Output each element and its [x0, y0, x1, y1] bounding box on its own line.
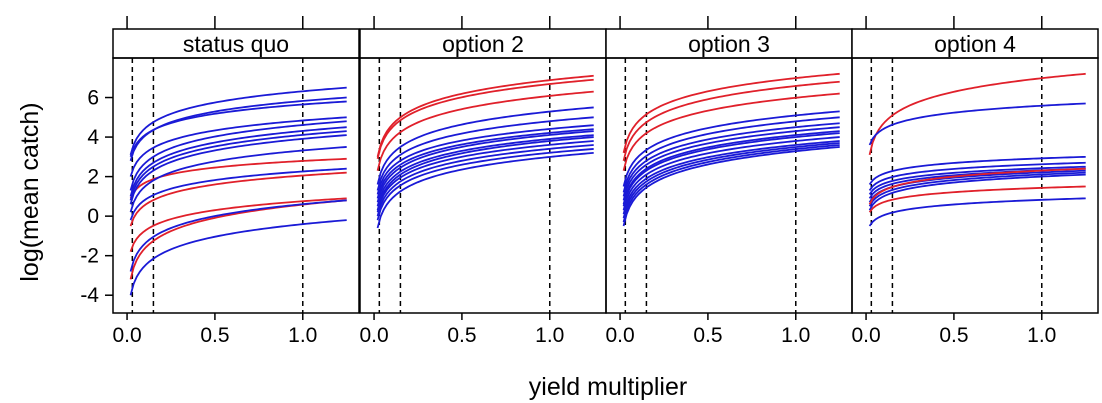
panel-2: option 2	[359, 28, 607, 314]
panel-title: status quo	[183, 31, 289, 57]
panel-frame	[359, 57, 607, 314]
x-tick-label: 0.5	[447, 324, 476, 347]
series-line-blue	[129, 199, 347, 272]
series-line-blue	[868, 161, 1086, 191]
x-tick-label: 1.0	[288, 324, 317, 347]
series-line-blue	[376, 144, 594, 217]
series-line-red	[376, 90, 594, 171]
x-tick-label: 0.5	[200, 324, 229, 347]
x-tick-label: 0.5	[939, 324, 968, 347]
series-line-blue	[376, 106, 594, 185]
x-tick-label: 0.0	[359, 324, 388, 347]
series-line-blue	[622, 140, 840, 215]
series-line-blue	[868, 155, 1086, 186]
y-tick-label: 0	[87, 205, 99, 228]
series-line-blue	[129, 219, 347, 296]
panel-strip	[359, 28, 607, 59]
series-line-blue	[622, 144, 840, 223]
x-tick-label: 0.0	[851, 324, 880, 347]
series-line-red	[376, 74, 594, 158]
series-line-red	[868, 72, 1086, 156]
series-line-blue	[129, 146, 347, 213]
panel-title: option 2	[442, 31, 524, 57]
x-tick-label: 0.5	[693, 324, 722, 347]
y-tick-label: 4	[87, 126, 99, 149]
panel-frame	[851, 57, 1099, 314]
series-line-blue	[868, 171, 1086, 207]
panel-1: status quo	[112, 28, 360, 314]
series-line-blue	[622, 136, 840, 211]
series-line-red	[129, 197, 347, 253]
series-line-blue	[129, 120, 347, 191]
series-line-red	[129, 157, 347, 199]
series-line-blue	[868, 165, 1086, 195]
series-line-blue	[868, 102, 1086, 146]
series-line-blue	[376, 130, 594, 203]
x-tick-label: 0.0	[112, 324, 141, 347]
series-line-blue	[868, 173, 1086, 211]
series-line-blue	[376, 151, 594, 229]
x-tick-label: 0.0	[605, 324, 634, 347]
series-line-red	[376, 78, 594, 160]
panel-strip	[605, 28, 853, 59]
panel-frame	[112, 57, 360, 314]
series-line-blue	[376, 148, 594, 221]
series-line-blue	[376, 140, 594, 213]
series-line-blue	[622, 146, 840, 227]
series-line-blue	[622, 142, 840, 219]
panel-4: option 4	[851, 28, 1099, 314]
panels-layer: status quo option 2 option 3 option 4	[112, 28, 1099, 314]
y-tick-label: 2	[87, 166, 99, 189]
series-line-red	[622, 92, 840, 171]
series-line-blue	[129, 126, 347, 197]
series-line-blue	[622, 126, 840, 201]
series-line-red	[622, 80, 840, 162]
series-line-blue	[376, 134, 594, 207]
series-line-red	[622, 72, 840, 154]
series-line-blue	[129, 86, 347, 156]
top-axis-ticks	[126, 16, 1043, 29]
panel-strip	[112, 28, 360, 59]
series-line-blue	[376, 116, 594, 191]
series-line-blue	[622, 122, 840, 197]
series-line-blue	[129, 116, 347, 177]
series-line-blue	[376, 128, 594, 199]
x-tick-label: 1.0	[781, 324, 810, 347]
x-tick-label: 1.0	[535, 324, 564, 347]
series-line-blue	[622, 132, 840, 207]
panel-3: option 3	[605, 28, 853, 314]
series-line-blue	[129, 167, 347, 221]
series-line-blue	[376, 136, 594, 211]
series-line-red	[868, 185, 1086, 213]
series-line-blue	[622, 116, 840, 193]
series-line-blue	[622, 130, 840, 205]
x-tick-label: 1.0	[1027, 324, 1056, 347]
x-axis-title: yield multiplier	[529, 373, 687, 401]
series-line-blue	[868, 197, 1086, 227]
series-line-blue	[129, 134, 347, 205]
series-line-red	[868, 167, 1086, 205]
panel-strip	[851, 28, 1099, 59]
y-tick-label: -2	[80, 245, 99, 268]
y-tick-label: 6	[87, 87, 99, 110]
y-axis-title: log(mean catch)	[16, 102, 44, 281]
series-line-blue	[129, 96, 347, 162]
x-axis: 0.0 0.5 1.0 0.0 0.5 1.0 0.0 0.5 1.0 0.0 0.5 1.0	[112, 313, 1056, 347]
series-line-blue	[129, 130, 347, 201]
series-line-blue	[376, 124, 594, 195]
panel-title: option 3	[688, 31, 770, 57]
y-axis: -4 -2 0 2 4 6	[80, 87, 113, 307]
series-line-blue	[622, 110, 840, 187]
series-line-red	[129, 171, 347, 227]
panel-title: option 4	[934, 31, 1016, 57]
y-tick-label: -4	[80, 284, 99, 307]
